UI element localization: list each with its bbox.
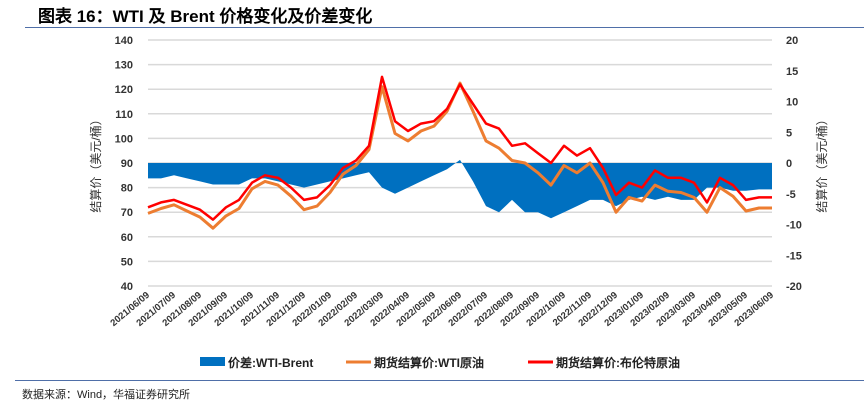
legend-label: 期货结算价:布伦特原油 <box>556 355 680 370</box>
figure-title: 图表 16：WTI 及 Brent 价格变化及价差变化 <box>38 7 373 26</box>
y-tick-label: 90 <box>121 158 133 170</box>
y-right-axis-title: 结算价（美元/桶） <box>814 113 829 212</box>
y-tick-label: 100 <box>115 133 133 145</box>
wti-line <box>147 81 772 230</box>
y-right-tick-label: 10 <box>786 97 798 109</box>
y-tick-label: 110 <box>115 109 133 121</box>
y-right-tick-label: 5 <box>786 127 792 139</box>
y-right-tick-label: 0 <box>786 158 792 170</box>
y-tick-label: 140 <box>115 35 133 47</box>
source-note: 数据来源：Wind，华福证券研究所 <box>22 389 191 401</box>
y-tick-label: 120 <box>115 84 133 96</box>
y-tick-label: 50 <box>121 256 133 268</box>
y-right-tick-label: -15 <box>786 250 802 262</box>
y-right-tick-label: 15 <box>786 66 798 78</box>
y-tick-label: 80 <box>121 183 133 195</box>
y-tick-label: 130 <box>115 60 133 72</box>
spread-area <box>148 159 772 219</box>
legend-label: 期货结算价:WTI原油 <box>374 355 484 370</box>
source-divider <box>15 380 864 381</box>
legend-swatch-spread <box>200 357 225 366</box>
y-tick-label: 70 <box>121 207 133 219</box>
legend-label: 价差:WTI-Brent <box>228 355 313 370</box>
y-right-tick-label: -10 <box>786 220 802 232</box>
y-tick-label: 40 <box>121 281 133 293</box>
y-right-tick-label: -5 <box>786 189 796 201</box>
price-spread-chart: 14013012011010090807060504020151050-5-10… <box>88 35 829 370</box>
y-right-tick-label: -20 <box>786 281 802 293</box>
y-tick-label: 60 <box>121 232 133 244</box>
title-divider <box>25 27 864 28</box>
y-right-tick-label: 20 <box>786 35 798 47</box>
y-axis-title: 结算价（美元/桶） <box>88 113 103 212</box>
